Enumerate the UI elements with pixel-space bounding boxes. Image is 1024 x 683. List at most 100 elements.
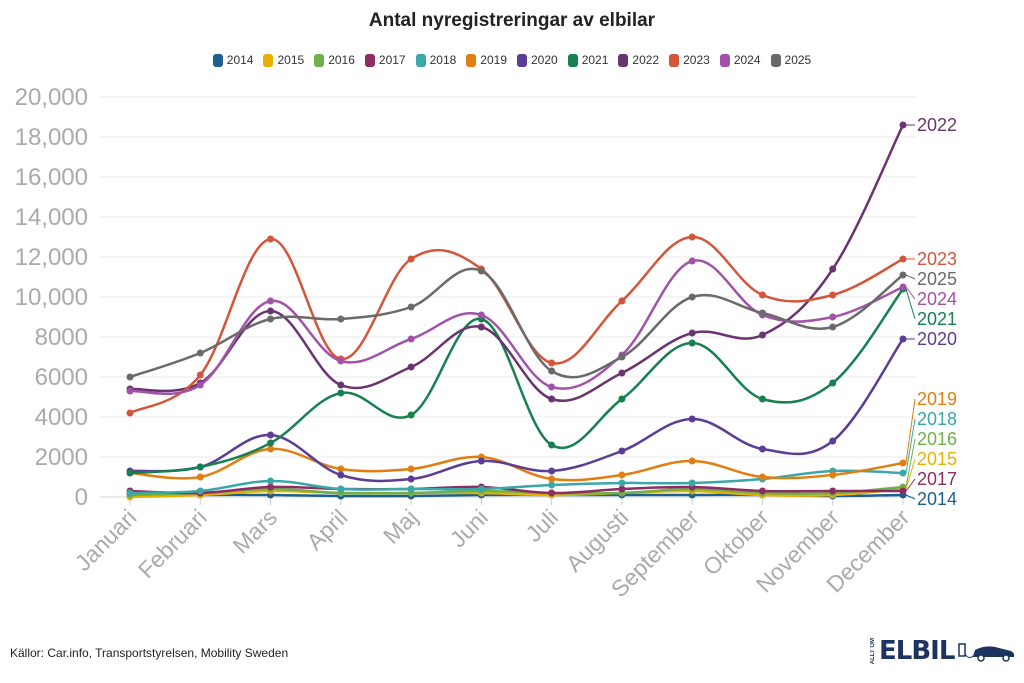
chart-title: Antal nyregistreringar av elbilar <box>368 10 656 31</box>
end-label-2014: 2014 <box>917 489 957 509</box>
car-icon <box>958 643 1015 662</box>
data-point-2019 <box>899 459 907 467</box>
legend-label: 2015 <box>277 53 305 67</box>
x-tick-label: Juni <box>445 504 493 552</box>
legend-swatch <box>567 53 578 67</box>
end-label-2015: 2015 <box>917 449 957 469</box>
legend-item-2019[interactable]: 2019 <box>466 53 507 67</box>
data-point-2025 <box>758 309 766 317</box>
series-line-2023 <box>129 235 904 415</box>
series-line-2016 <box>129 485 904 497</box>
end-label-2021: 2021 <box>917 309 957 329</box>
end-label-leader-2024 <box>905 286 916 300</box>
data-point-2018 <box>618 479 626 487</box>
data-point-2019 <box>548 475 556 483</box>
data-point-2022 <box>267 307 275 315</box>
legend-item-2022[interactable]: 2022 <box>618 53 659 67</box>
data-point-2019 <box>267 445 275 453</box>
data-point-2022 <box>407 363 415 371</box>
data-point-2017 <box>758 487 766 495</box>
data-point-2025 <box>267 315 275 323</box>
data-point-2018 <box>267 477 275 485</box>
data-point-2022 <box>477 323 485 331</box>
data-point-2024 <box>548 383 556 391</box>
data-point-2020 <box>618 447 626 455</box>
x-tick-label: Mars <box>228 504 283 559</box>
data-point-2024 <box>829 313 837 321</box>
data-point-2023 <box>618 297 626 305</box>
data-point-2022 <box>688 329 696 337</box>
series-line-2021 <box>129 288 905 475</box>
end-label-2017: 2017 <box>917 469 957 489</box>
legend-swatch <box>669 53 680 67</box>
data-point-2023 <box>267 235 275 243</box>
data-point-2024 <box>267 297 275 305</box>
legend-swatch <box>263 53 274 67</box>
series-line-2019 <box>129 447 904 482</box>
data-point-2017 <box>899 487 907 495</box>
data-point-2021 <box>618 395 626 403</box>
y-tick-label: 0 <box>75 484 88 511</box>
legend-item-2015[interactable]: 2015 <box>263 53 304 67</box>
data-point-2023 <box>829 291 837 299</box>
legend-label: 2020 <box>531 53 558 67</box>
end-label-2016: 2016 <box>917 429 957 449</box>
data-point-2023 <box>196 371 204 379</box>
logo-small-text: ALLT OM <box>870 637 876 665</box>
y-tick-label: 4000 <box>35 404 88 431</box>
data-point-2024 <box>688 257 696 265</box>
data-point-2025 <box>407 303 415 311</box>
data-point-2018 <box>337 485 345 493</box>
end-label-2025: 2025 <box>917 269 957 289</box>
series-line-2020 <box>129 338 905 483</box>
end-label-leader-2018 <box>905 418 916 474</box>
legend-label: 2021 <box>581 53 609 67</box>
legend-item-2023[interactable]: 2023 <box>669 53 710 67</box>
legend-item-2025[interactable]: 2025 <box>770 53 811 67</box>
legend-item-2021[interactable]: 2021 <box>567 53 609 67</box>
legend-item-2020[interactable]: 2020 <box>517 53 558 67</box>
data-point-2018 <box>126 489 134 497</box>
legend-item-2017[interactable]: 2017 <box>364 53 406 67</box>
data-point-2017 <box>267 483 275 491</box>
data-point-2021 <box>829 379 837 387</box>
data-point-2020 <box>337 471 345 479</box>
end-label-2023: 2023 <box>917 249 957 269</box>
legend-label: 2014 <box>226 53 254 67</box>
data-point-2024 <box>407 335 415 343</box>
series-line-2017 <box>129 485 903 495</box>
legend-label: 2019 <box>480 53 507 67</box>
end-label-2024: 2024 <box>917 289 957 309</box>
end-label-2019: 2019 <box>917 389 957 409</box>
data-point-2023 <box>688 233 696 241</box>
data-point-2021 <box>688 339 696 347</box>
legend-swatch <box>719 53 730 67</box>
data-point-2020 <box>829 437 837 445</box>
legend-swatch <box>770 53 781 67</box>
data-point-2020 <box>548 467 556 475</box>
y-tick-label: 14,000 <box>15 204 88 231</box>
data-point-2023 <box>899 255 907 263</box>
elbil-logo: ALLT OM ELBIL <box>870 636 1017 666</box>
legend-item-2024[interactable]: 2024 <box>719 53 761 67</box>
data-point-2018 <box>688 479 696 487</box>
data-point-2025 <box>688 293 696 301</box>
end-label-leader-2016 <box>905 438 916 488</box>
x-tick-label: Maj <box>378 504 423 549</box>
data-point-2020 <box>477 457 485 465</box>
legend-label: 2017 <box>378 53 406 67</box>
legend-swatch <box>415 53 426 67</box>
legend-item-2016[interactable]: 2016 <box>314 53 355 67</box>
logo-text: ELBIL <box>879 636 955 666</box>
data-point-2022 <box>618 369 626 377</box>
data-point-2025 <box>126 373 134 381</box>
legend-swatch <box>314 53 325 67</box>
data-point-2019 <box>829 471 837 479</box>
end-label-leader-2015 <box>905 458 916 490</box>
legend-item-2014[interactable]: 2014 <box>212 53 254 67</box>
data-point-2018 <box>196 487 204 495</box>
legend-item-2018[interactable]: 2018 <box>415 53 456 67</box>
data-point-2018 <box>407 485 415 493</box>
data-point-2025 <box>548 367 556 375</box>
